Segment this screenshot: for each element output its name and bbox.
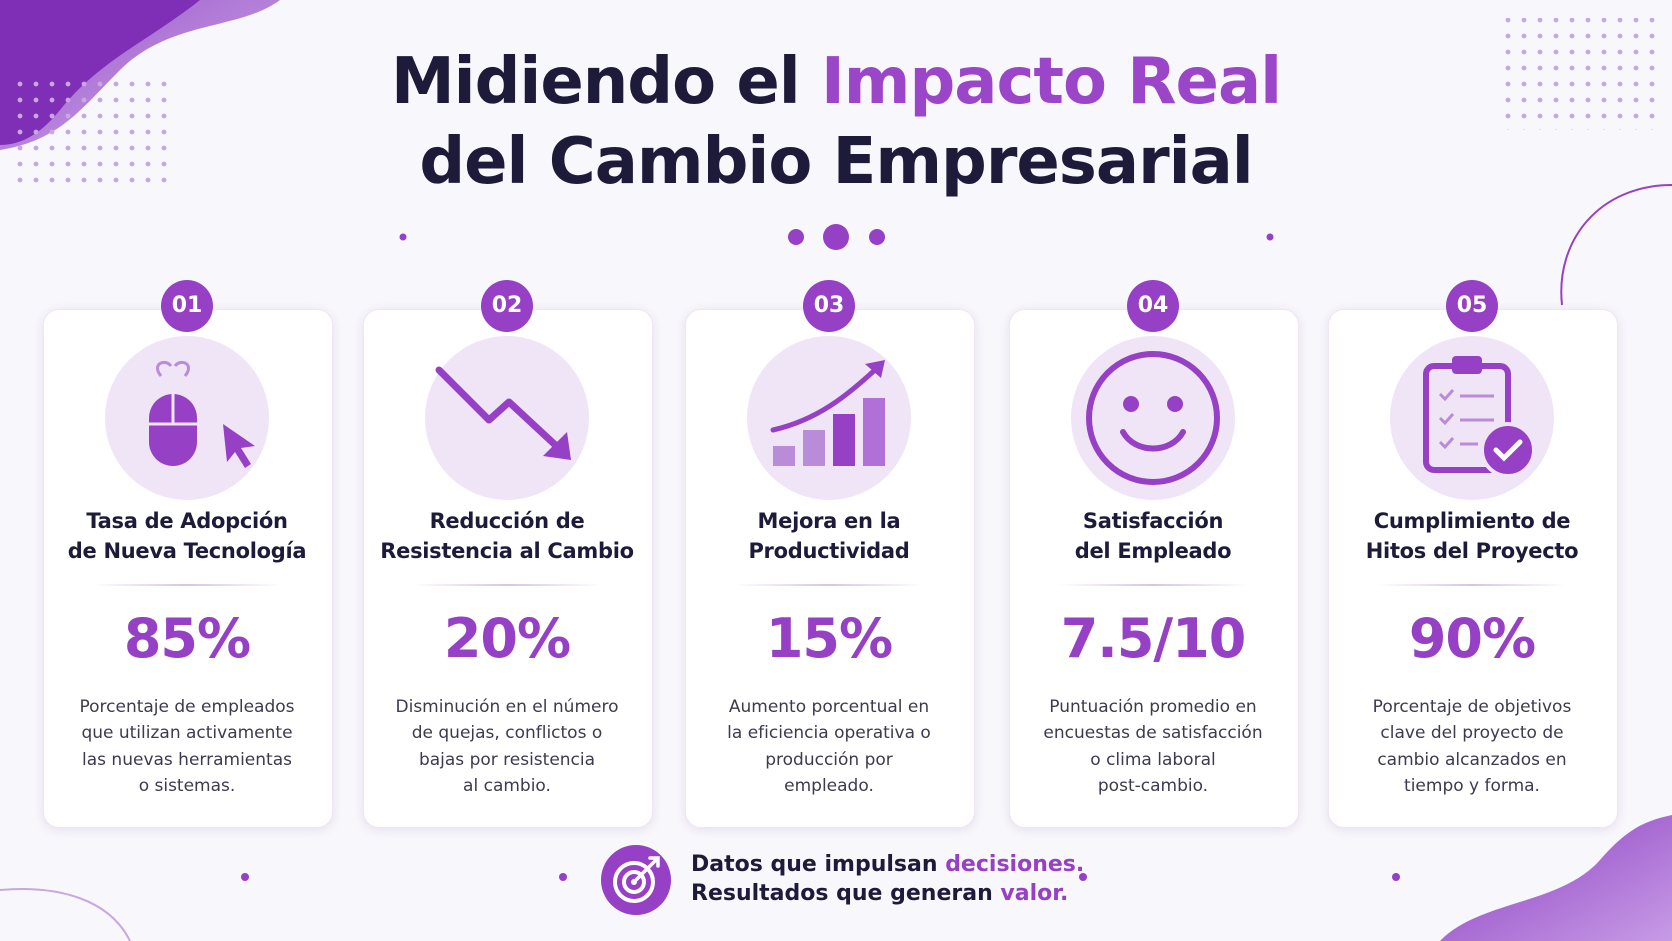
- card-icon: [1390, 336, 1554, 500]
- card-value: 20%: [443, 607, 571, 670]
- card-title-line: Cumplimiento de: [1373, 509, 1571, 533]
- card-description-line: Puntuación promedio en: [1049, 697, 1257, 717]
- target-icon: [601, 845, 671, 915]
- card-description-line: tiempo y forma.: [1404, 775, 1540, 796]
- icon-graphic: [1086, 351, 1220, 485]
- icon-graphic: [770, 360, 885, 466]
- card-title-line: de Nueva Tecnología: [67, 539, 307, 563]
- card-description: Aumento porcentual en la eficiencia opera…: [685, 694, 973, 799]
- title-line: Midiendo el Impacto Real: [0, 42, 1672, 122]
- footer-highlight: decisiones.: [945, 852, 1085, 877]
- card-description-line: post-cambio.: [1097, 775, 1209, 796]
- card-description: Porcentaje de empleados que utilizan acti…: [43, 694, 331, 799]
- card-description-line: que utilizan activamente: [81, 723, 293, 744]
- card-icon: [105, 336, 269, 500]
- card-number: 03: [803, 280, 855, 332]
- dot-grid: [1495, 18, 1665, 130]
- card-title: Tasa de Adopción de Nueva Tecnología: [43, 506, 331, 566]
- title-highlight: Impacto Real: [820, 45, 1282, 119]
- divider-dot: [788, 229, 804, 245]
- divider-dot: [869, 229, 885, 245]
- card-number: 02: [481, 280, 533, 332]
- divider-dot: [1266, 233, 1274, 241]
- card-value: 90%: [1408, 607, 1536, 670]
- card-divider: [734, 584, 924, 586]
- card-description-line: las nuevas herramientas: [82, 749, 292, 770]
- card-description-line: Porcentaje de objetivos: [1372, 697, 1572, 717]
- title-text: del Cambio Empresarial: [419, 125, 1253, 199]
- card-title: Satisfacción del Empleado: [1009, 506, 1297, 566]
- card-description: Porcentaje de objetivos clave del proyect…: [1328, 694, 1616, 799]
- divider-dot: [559, 873, 567, 881]
- card-description-line: Disminución en el número: [395, 697, 619, 717]
- divider-dot: [241, 873, 249, 881]
- card-title-line: Productividad: [748, 539, 910, 563]
- card-description-line: o clima laboral: [1090, 749, 1216, 770]
- card-description-line: cambio alcanzados en: [1377, 749, 1567, 770]
- card-title-line: Mejora en la: [757, 509, 901, 533]
- card-description-line: clave del proyecto de: [1380, 723, 1564, 744]
- divider-dot: [1079, 873, 1087, 881]
- footer-text: Datos que impulsan: [691, 852, 938, 877]
- card-description-line: Porcentaje de empleados: [79, 697, 295, 717]
- card-title-line: Tasa de Adopción: [86, 509, 288, 533]
- footer-line: Datos que impulsan decisiones.: [691, 850, 1084, 879]
- card-icon: [747, 336, 911, 500]
- card-title: Cumplimiento de Hitos del Proyecto: [1328, 506, 1616, 566]
- card-number: 05: [1446, 280, 1498, 332]
- card-title-line: Satisfacción: [1082, 509, 1224, 533]
- card-description-line: o sistemas.: [138, 775, 236, 796]
- card-description-line: la eficiencia operativa o: [727, 723, 931, 744]
- card-divider: [1058, 584, 1248, 586]
- card-title-line: Resistencia al Cambio: [380, 539, 634, 563]
- arc: [0, 888, 131, 941]
- card-description-line: Aumento porcentual en: [728, 697, 930, 717]
- card-title: Mejora en la Productividad: [685, 506, 973, 566]
- title: Midiendo el Impacto Real del Cambio Empr…: [0, 42, 1672, 202]
- card-icon: [1071, 336, 1235, 500]
- card-title-line: Hitos del Proyecto: [1365, 539, 1579, 563]
- card-description: Disminución en el número de quejas, confl…: [363, 694, 651, 799]
- card-value: 7.5/10: [1060, 607, 1247, 670]
- card-title-line: Reducción de: [429, 509, 585, 533]
- card-icon: [425, 336, 589, 500]
- title-text: Midiendo el: [390, 45, 801, 119]
- footer-line: Resultados que generan valor.: [691, 879, 1084, 908]
- card-value: 15%: [765, 607, 893, 670]
- dot-grid: [10, 80, 170, 190]
- arc: [1560, 184, 1672, 306]
- icon-graphic: [435, 366, 571, 460]
- card-divider: [1377, 584, 1567, 586]
- card-value: 85%: [123, 607, 251, 670]
- card-title: Reducción de Resistencia al Cambio: [363, 506, 651, 566]
- footer-highlight: valor.: [1000, 881, 1069, 906]
- card-description-line: encuestas de satisfacción: [1043, 723, 1263, 744]
- card-number: 01: [161, 280, 213, 332]
- card-description-line: al cambio.: [463, 775, 551, 796]
- card-divider: [92, 584, 282, 586]
- card-description-line: bajas por resistencia: [418, 749, 596, 770]
- icon-graphic: [149, 360, 255, 468]
- card-number: 04: [1127, 280, 1179, 332]
- footer: Datos que impulsan decisiones. Resultado…: [691, 850, 1084, 908]
- card-description-line: producción por: [765, 749, 893, 770]
- card-title-line: del Empleado: [1074, 539, 1232, 563]
- footer-text: Resultados que generan: [691, 881, 993, 906]
- card-divider: [412, 584, 602, 586]
- divider-dot: [1392, 873, 1400, 881]
- blob: [1440, 815, 1672, 941]
- card-description-line: empleado.: [784, 775, 874, 796]
- icon-graphic: [1423, 356, 1536, 478]
- card-description-line: de quejas, conflictos o: [411, 723, 603, 744]
- card-description: Puntuación promedio en encuestas de satis…: [1009, 694, 1297, 799]
- divider-dot: [823, 224, 849, 250]
- divider-dot: [399, 233, 407, 241]
